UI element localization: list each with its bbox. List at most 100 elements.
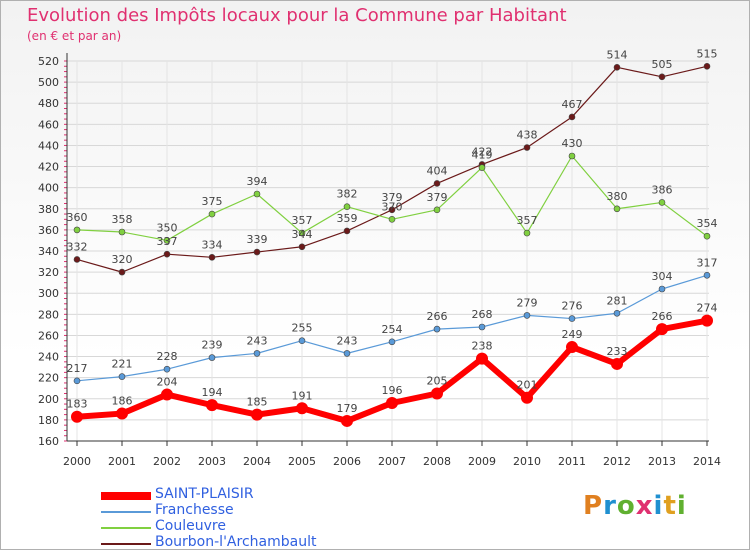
data-label: 194 <box>202 386 223 399</box>
x-tick-label: 2008 <box>423 455 451 468</box>
data-point <box>613 309 621 317</box>
x-tick-label: 2011 <box>558 455 586 468</box>
data-label: 359 <box>337 212 358 225</box>
data-label: 228 <box>157 350 178 363</box>
x-tick-label: 2003 <box>198 455 226 468</box>
data-point <box>701 314 713 327</box>
data-point <box>658 73 666 81</box>
y-tick-label: 280 <box>38 308 59 321</box>
data-label: 505 <box>652 58 673 71</box>
data-point <box>208 210 216 218</box>
data-point <box>253 248 261 256</box>
y-tick-label: 220 <box>38 372 59 385</box>
data-point <box>118 268 126 276</box>
data-label: 360 <box>67 211 88 224</box>
chart-title: Evolution des Impôts locaux pour la Comm… <box>27 5 567 26</box>
data-label: 249 <box>562 328 583 341</box>
axes: 160 180 200 220 240 260 280 300 320 340 360 380 400 4… <box>38 53 721 468</box>
x-tick-label: 2001 <box>108 455 136 468</box>
data-point <box>343 203 351 210</box>
proxiti-logo: Proxiti <box>583 491 687 521</box>
data-label: 186 <box>112 395 133 408</box>
legend-swatch <box>101 527 151 529</box>
data-point <box>298 229 306 237</box>
y-tick-label: 260 <box>38 329 59 342</box>
data-label: 514 <box>607 48 628 61</box>
x-tick-label: 2000 <box>63 455 91 468</box>
y-tick-label: 400 <box>38 182 59 195</box>
data-label: 320 <box>112 253 133 266</box>
data-point <box>73 256 81 263</box>
legend-label: Couleuvre <box>155 518 226 534</box>
data-point <box>433 180 441 187</box>
data-label: 281 <box>607 294 628 307</box>
data-point <box>388 216 396 223</box>
data-point <box>478 323 486 331</box>
data-label: 266 <box>652 310 673 323</box>
x-tick-label: 2004 <box>243 455 271 468</box>
y-tick-label: 440 <box>38 139 59 152</box>
data-point <box>163 250 171 258</box>
data-point <box>161 388 173 401</box>
data-label: 243 <box>337 334 358 347</box>
legend-swatch <box>101 511 151 513</box>
x-tick-label: 2009 <box>468 455 496 468</box>
x-tick-label: 2006 <box>333 455 361 468</box>
chart-subtitle: (en € et par an) <box>27 29 122 43</box>
data-point <box>71 410 83 423</box>
data-point <box>478 164 486 171</box>
x-tick-label: 2012 <box>603 455 631 468</box>
data-point <box>298 337 306 345</box>
data-point <box>433 325 441 333</box>
grid <box>67 60 709 442</box>
data-point <box>163 237 171 244</box>
data-point <box>251 408 263 421</box>
data-point <box>388 338 396 346</box>
data-point <box>343 227 351 235</box>
data-point <box>703 62 711 70</box>
data-label: 217 <box>67 362 88 375</box>
data-label: 357 <box>292 214 313 227</box>
x-tick-label: 2007 <box>378 455 406 468</box>
data-point <box>656 323 668 336</box>
series-layer <box>71 62 713 427</box>
data-label: 274 <box>697 302 718 315</box>
data-label: 334 <box>202 238 223 251</box>
y-tick-label: 200 <box>38 393 59 406</box>
data-point <box>341 414 353 427</box>
data-point <box>521 391 533 404</box>
y-tick-label: 340 <box>38 245 59 258</box>
data-point <box>208 354 216 361</box>
data-label: 254 <box>382 323 403 336</box>
data-label: 386 <box>652 183 673 196</box>
data-label: 430 <box>562 137 583 150</box>
data-label: 266 <box>427 310 448 323</box>
data-point <box>476 352 488 365</box>
y-tick-label: 380 <box>38 203 59 216</box>
x-tick-label: 2010 <box>513 455 541 468</box>
y-tick-label: 180 <box>38 414 59 427</box>
data-point <box>73 377 81 385</box>
series-bourbon-l-archambault <box>73 62 711 276</box>
data-point <box>703 232 711 240</box>
data-point <box>523 312 531 319</box>
data-label: 179 <box>337 402 358 415</box>
y-tick-label: 520 <box>38 55 59 68</box>
data-point <box>73 226 81 234</box>
series-franchesse <box>73 271 711 385</box>
data-point <box>658 199 666 206</box>
data-label: 379 <box>427 191 448 204</box>
data-label: 379 <box>382 191 403 204</box>
data-label: 438 <box>517 129 538 142</box>
legend-label: SAINT-PLAISIR <box>155 486 254 502</box>
data-label: 268 <box>472 308 493 321</box>
data-label: 380 <box>607 190 628 203</box>
x-tick-label: 2014 <box>693 455 721 468</box>
y-tick-label: 300 <box>38 287 59 300</box>
data-label: 243 <box>247 334 268 347</box>
data-point <box>253 350 261 357</box>
data-label: 357 <box>517 214 538 227</box>
data-label: 317 <box>697 256 718 269</box>
data-label: 344 <box>292 228 313 241</box>
data-label: 196 <box>382 384 403 397</box>
